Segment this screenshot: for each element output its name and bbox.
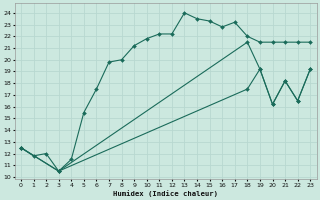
- X-axis label: Humidex (Indice chaleur): Humidex (Indice chaleur): [113, 190, 218, 197]
